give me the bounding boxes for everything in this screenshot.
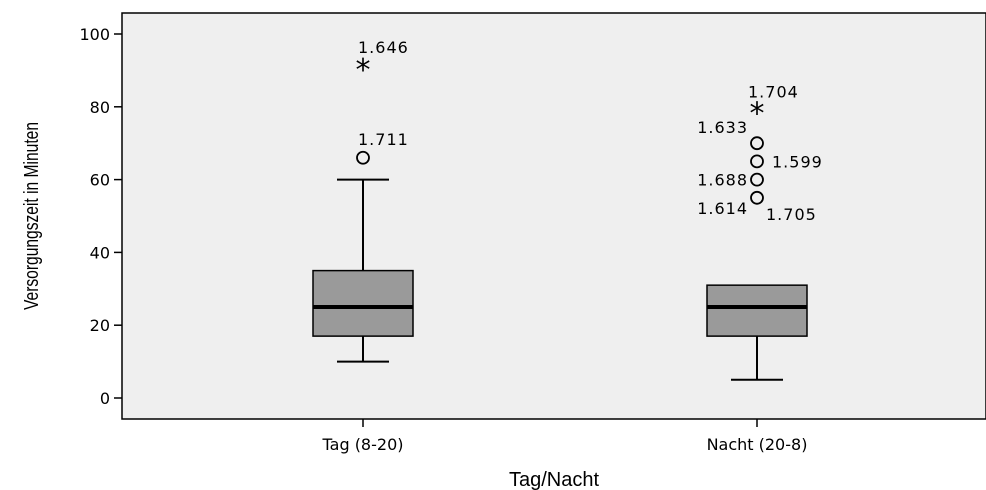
y-tick-label: 20	[90, 316, 110, 335]
x-tick-label: Tag (8-20)	[322, 435, 404, 454]
x-axis: Tag (8-20) Nacht (20-8)	[322, 419, 808, 454]
outlier-circle	[356, 150, 370, 165]
y-tick-label: 40	[90, 243, 110, 262]
outlier-label: 1.599	[772, 152, 823, 171]
outlier-label: 1.705	[766, 205, 817, 224]
extreme-star: *	[750, 96, 765, 131]
y-tick-label: 0	[100, 389, 110, 408]
outlier-circle	[750, 172, 764, 187]
outlier-label: 1.646	[358, 38, 409, 57]
outlier-circle	[750, 154, 764, 169]
outlier-label: 1.688	[697, 171, 748, 190]
y-axis: 0 20 40 60 80 100	[79, 25, 122, 408]
y-tick-label: 60	[90, 171, 110, 190]
plot-area	[121, 12, 986, 420]
outlier-label: 1.633	[697, 118, 748, 137]
box	[312, 269, 414, 337]
x-tick-label: Nacht (20-8)	[707, 435, 808, 454]
box-group: 1.711 *1.646	[312, 38, 414, 363]
outlier-label: 1.704	[748, 82, 799, 101]
outlier-label: 1.614	[697, 199, 748, 218]
extreme-star: *	[356, 53, 371, 88]
outlier-circle	[750, 136, 764, 151]
y-tick-label: 80	[90, 98, 110, 117]
box-group: 1.614 1.705 1.688 1.599 1.633 *1.704	[697, 82, 823, 381]
y-axis-title: Versorgungszeit in Minuten	[20, 122, 42, 310]
y-tick-label: 100	[79, 25, 110, 44]
outlier-circle	[750, 190, 764, 205]
x-axis-title: Tag/Nacht	[509, 469, 599, 490]
box	[706, 284, 808, 337]
outlier-label: 1.711	[358, 130, 409, 149]
